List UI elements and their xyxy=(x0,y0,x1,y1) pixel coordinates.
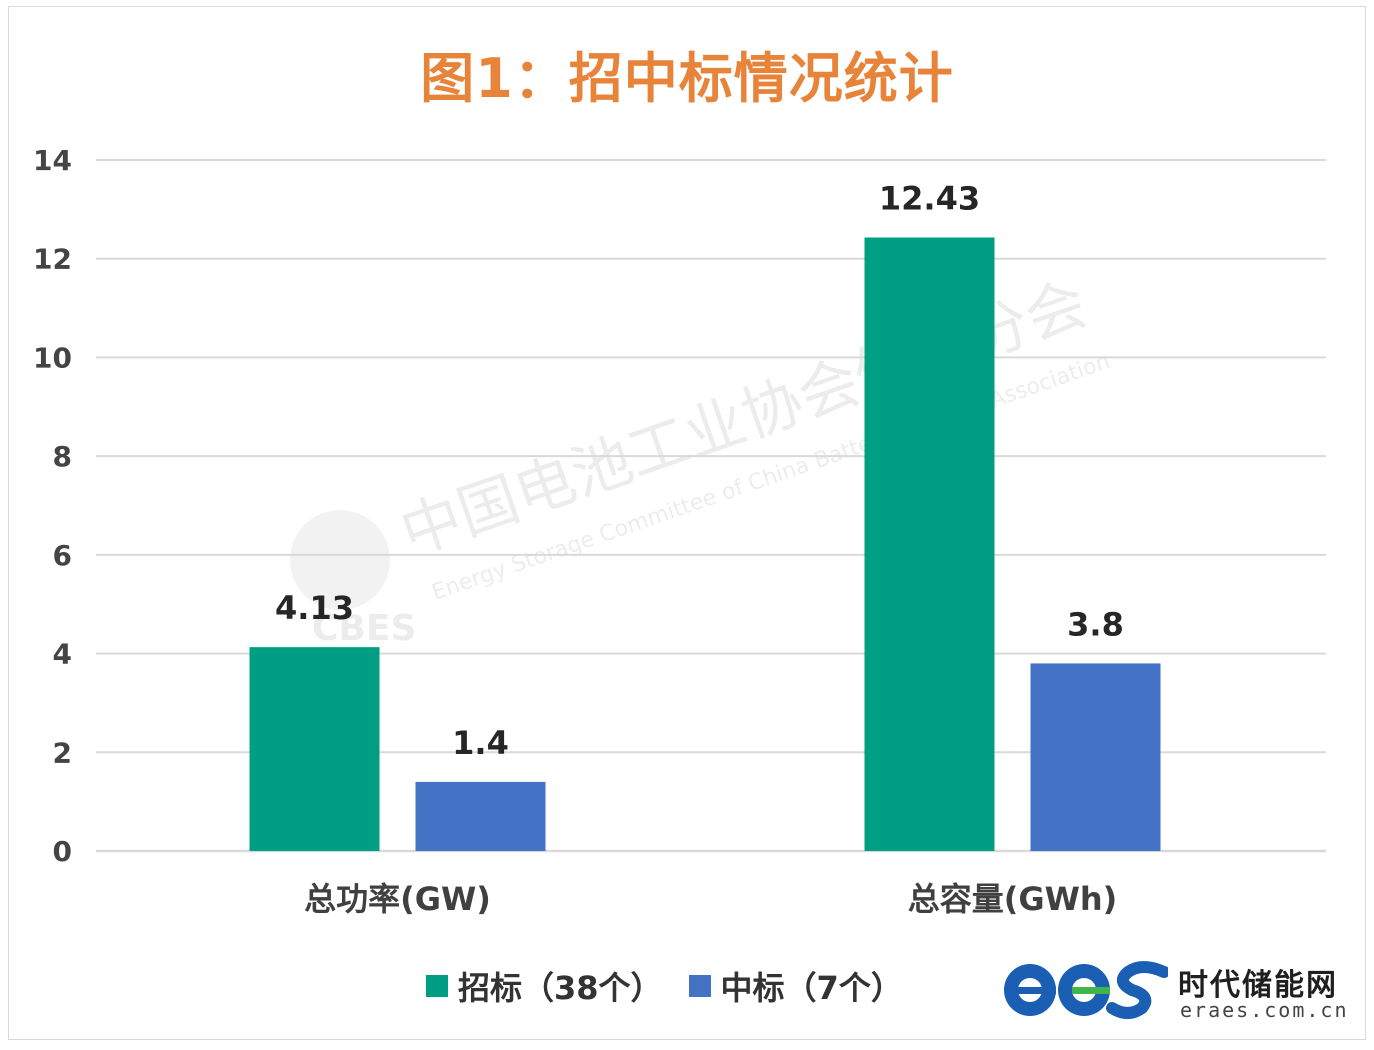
chart-frame xyxy=(8,6,1366,1040)
y-tick-label: 0 xyxy=(53,835,72,868)
y-tick-label: 6 xyxy=(53,539,72,572)
data-labels: 4.13 1.4 12.43 3.8 xyxy=(275,179,1124,761)
y-axis-ticks: 0 2 4 6 8 10 12 14 xyxy=(33,144,72,868)
chart-title: 图1：招中标情况统计 xyxy=(420,47,954,110)
data-label: 3.8 xyxy=(1067,605,1124,643)
data-label: 1.4 xyxy=(452,724,509,762)
bar-bidding-0 xyxy=(249,647,380,851)
legend-item-bidding: 招标（38个） xyxy=(426,963,663,1009)
data-label: 12.43 xyxy=(879,179,980,217)
legend-item-winning: 中标（7个） xyxy=(688,963,903,1009)
brand-url: eraes.com.cn xyxy=(1180,998,1349,1022)
y-tick-label: 2 xyxy=(53,736,72,769)
brand-logo: 时代储能网 eraes.com.cn xyxy=(1002,958,1347,1024)
legend-label: 中标（7个） xyxy=(720,969,903,1007)
bar-winning-1 xyxy=(1030,663,1161,851)
watermark-logo-text: CBES xyxy=(312,608,416,649)
bars xyxy=(249,237,1161,851)
y-tick-label: 4 xyxy=(53,638,72,671)
x-category-label: 总容量(GWh) xyxy=(908,880,1118,918)
bar-winning-0 xyxy=(415,781,546,851)
ees-logo-icon xyxy=(1004,961,1168,1019)
legend: 招标（38个） 中标（7个） xyxy=(426,962,903,1010)
x-axis-categories: 总功率(GW) 总容量(GWh) xyxy=(304,880,1117,918)
bar-bidding-1 xyxy=(864,237,995,851)
y-tick-label: 10 xyxy=(33,341,72,374)
y-tick-label: 12 xyxy=(33,243,72,276)
y-tick-label: 14 xyxy=(33,144,72,177)
y-tick-label: 8 xyxy=(53,440,72,473)
data-label: 4.13 xyxy=(275,589,354,627)
legend-label: 招标（38个） xyxy=(458,969,663,1007)
x-category-label: 总功率(GW) xyxy=(304,880,491,918)
cbes-logo-icon: CBES xyxy=(290,510,416,649)
legend-swatch xyxy=(688,975,711,997)
brand-name: 时代储能网 xyxy=(1178,968,1338,1003)
legend-swatch xyxy=(426,975,448,997)
